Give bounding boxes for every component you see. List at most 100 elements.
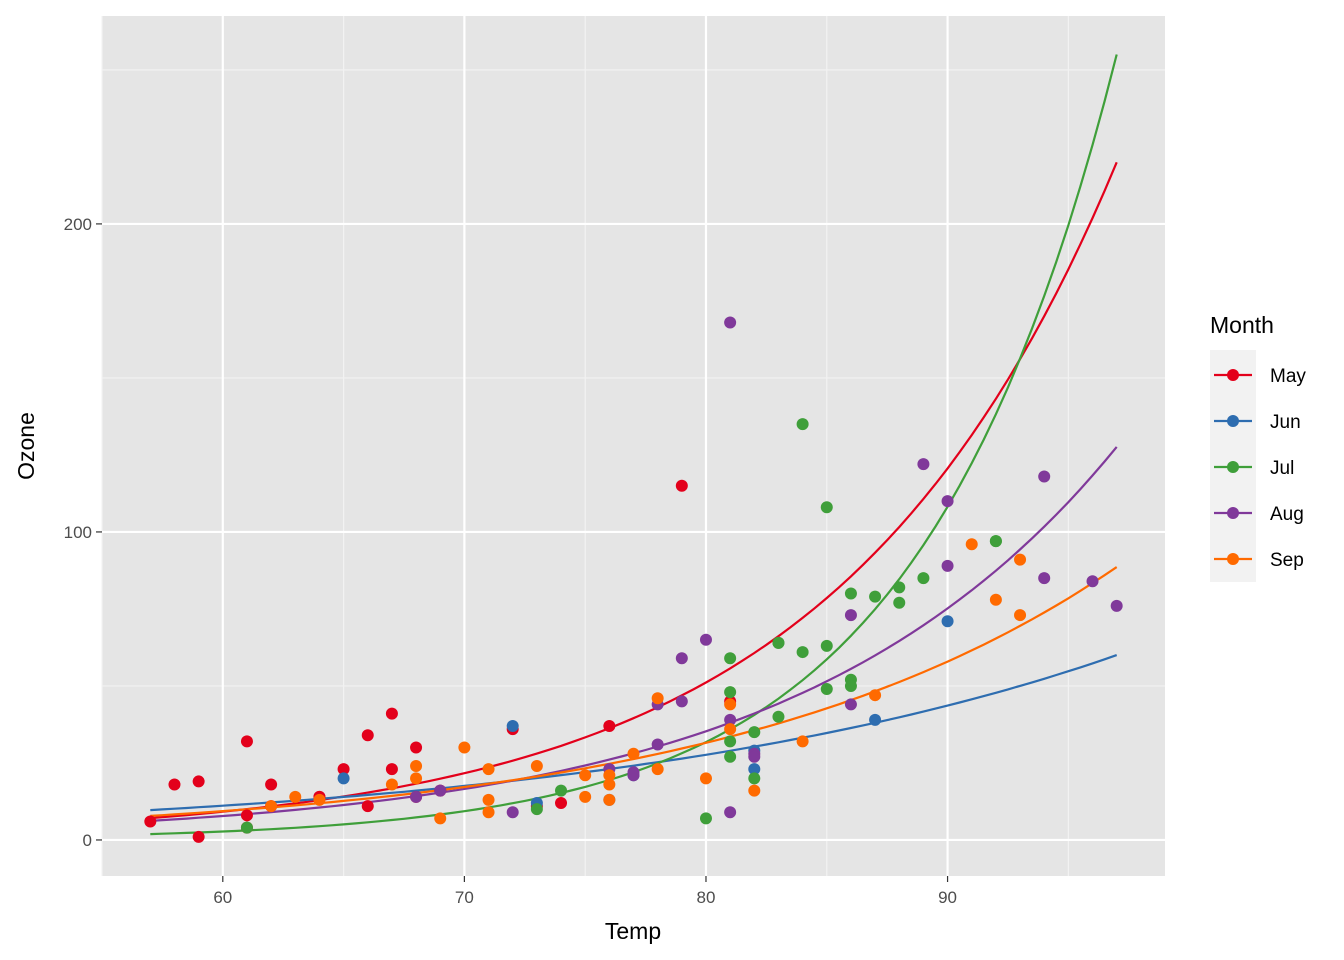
point-may: [385, 707, 398, 720]
point-aug: [724, 713, 737, 726]
point-aug: [748, 750, 761, 763]
point-jul: [530, 803, 543, 816]
point-aug: [627, 769, 640, 782]
point-may: [361, 800, 374, 813]
point-sep: [579, 769, 592, 782]
point-sep: [482, 793, 495, 806]
point-aug: [1038, 572, 1051, 585]
point-jun: [506, 719, 519, 732]
point-jul: [724, 750, 737, 763]
legend-label-sep: Sep: [1270, 550, 1304, 571]
point-sep: [651, 692, 664, 705]
point-sep: [651, 763, 664, 776]
point-aug: [1038, 470, 1051, 483]
point-jul: [820, 639, 833, 652]
legend-label-jun: Jun: [1270, 412, 1301, 433]
point-sep: [410, 760, 423, 773]
x-tick-label: 80: [697, 888, 716, 907]
point-aug: [651, 738, 664, 751]
point-jun: [337, 772, 350, 785]
y-tick-label: 200: [64, 215, 92, 234]
point-aug: [724, 806, 737, 819]
fit-curve-may: [150, 161, 1118, 820]
point-sep: [603, 778, 616, 791]
point-jul: [772, 636, 785, 649]
point-sep: [482, 806, 495, 819]
point-sep: [579, 790, 592, 803]
point-jun: [748, 763, 761, 776]
point-may: [168, 778, 181, 791]
legend-key-point: [1227, 369, 1239, 381]
legend-key-point: [1227, 507, 1239, 519]
point-may: [192, 830, 205, 843]
point-aug: [724, 316, 737, 329]
point-sep: [796, 735, 809, 748]
legend-label-aug: Aug: [1270, 504, 1304, 525]
point-jul: [748, 772, 761, 785]
point-jul: [699, 812, 712, 825]
fit-curve-jun: [150, 654, 1118, 812]
point-jul: [844, 679, 857, 692]
grid-minor: [101, 16, 1165, 876]
point-sep: [530, 760, 543, 773]
legend-key-point: [1227, 553, 1239, 565]
point-jul: [724, 735, 737, 748]
point-sep: [458, 741, 471, 754]
point-aug: [1086, 575, 1099, 588]
point-aug: [410, 790, 423, 803]
legend-label-jul: Jul: [1270, 458, 1294, 479]
grid-major: [102, 16, 1165, 876]
point-sep: [1014, 609, 1027, 622]
plot-panel: [102, 16, 1165, 876]
point-sep: [603, 793, 616, 806]
point-sep: [1014, 553, 1027, 566]
point-aug: [844, 698, 857, 711]
point-jul: [893, 596, 906, 609]
point-jul: [820, 501, 833, 514]
point-aug: [699, 633, 712, 646]
point-jun: [941, 615, 954, 628]
x-tick-label: 60: [213, 888, 232, 907]
point-may: [410, 741, 423, 754]
point-sep: [724, 698, 737, 711]
point-jul: [796, 418, 809, 431]
y-tick-label: 0: [83, 831, 92, 850]
point-sep: [748, 784, 761, 797]
point-aug: [941, 495, 954, 508]
legend-title: Month: [1210, 312, 1274, 338]
point-sep: [724, 723, 737, 736]
point-may: [192, 775, 205, 788]
point-sep: [603, 769, 616, 782]
y-axis-title: Ozone: [13, 412, 39, 480]
point-may: [144, 815, 157, 828]
point-sep: [289, 790, 302, 803]
point-jul: [820, 683, 833, 696]
y-tick-label: 100: [64, 523, 92, 542]
y-axis-ticks: 0 100 200: [64, 215, 102, 850]
point-sep: [965, 538, 978, 551]
data-points: [144, 316, 1123, 843]
point-may: [265, 778, 278, 791]
point-may: [240, 735, 253, 748]
point-may: [337, 763, 350, 776]
point-jul: [240, 821, 253, 834]
legend: Month May Jun Jul Aug Sep: [1210, 312, 1306, 582]
point-sep: [385, 778, 398, 791]
point-aug: [675, 695, 688, 708]
point-aug: [506, 806, 519, 819]
point-may: [385, 763, 398, 776]
point-jul: [724, 652, 737, 665]
x-tick-label: 90: [938, 888, 957, 907]
point-aug: [434, 784, 447, 797]
point-sep: [482, 763, 495, 776]
point-jul: [724, 686, 737, 699]
legend-label-may: May: [1270, 366, 1306, 387]
point-may: [675, 479, 688, 492]
point-jul: [772, 710, 785, 723]
point-may: [555, 796, 568, 809]
legend-key-point: [1227, 415, 1239, 427]
point-jun: [869, 713, 882, 726]
point-sep: [313, 793, 326, 806]
point-jul: [989, 535, 1002, 548]
point-jul: [917, 572, 930, 585]
